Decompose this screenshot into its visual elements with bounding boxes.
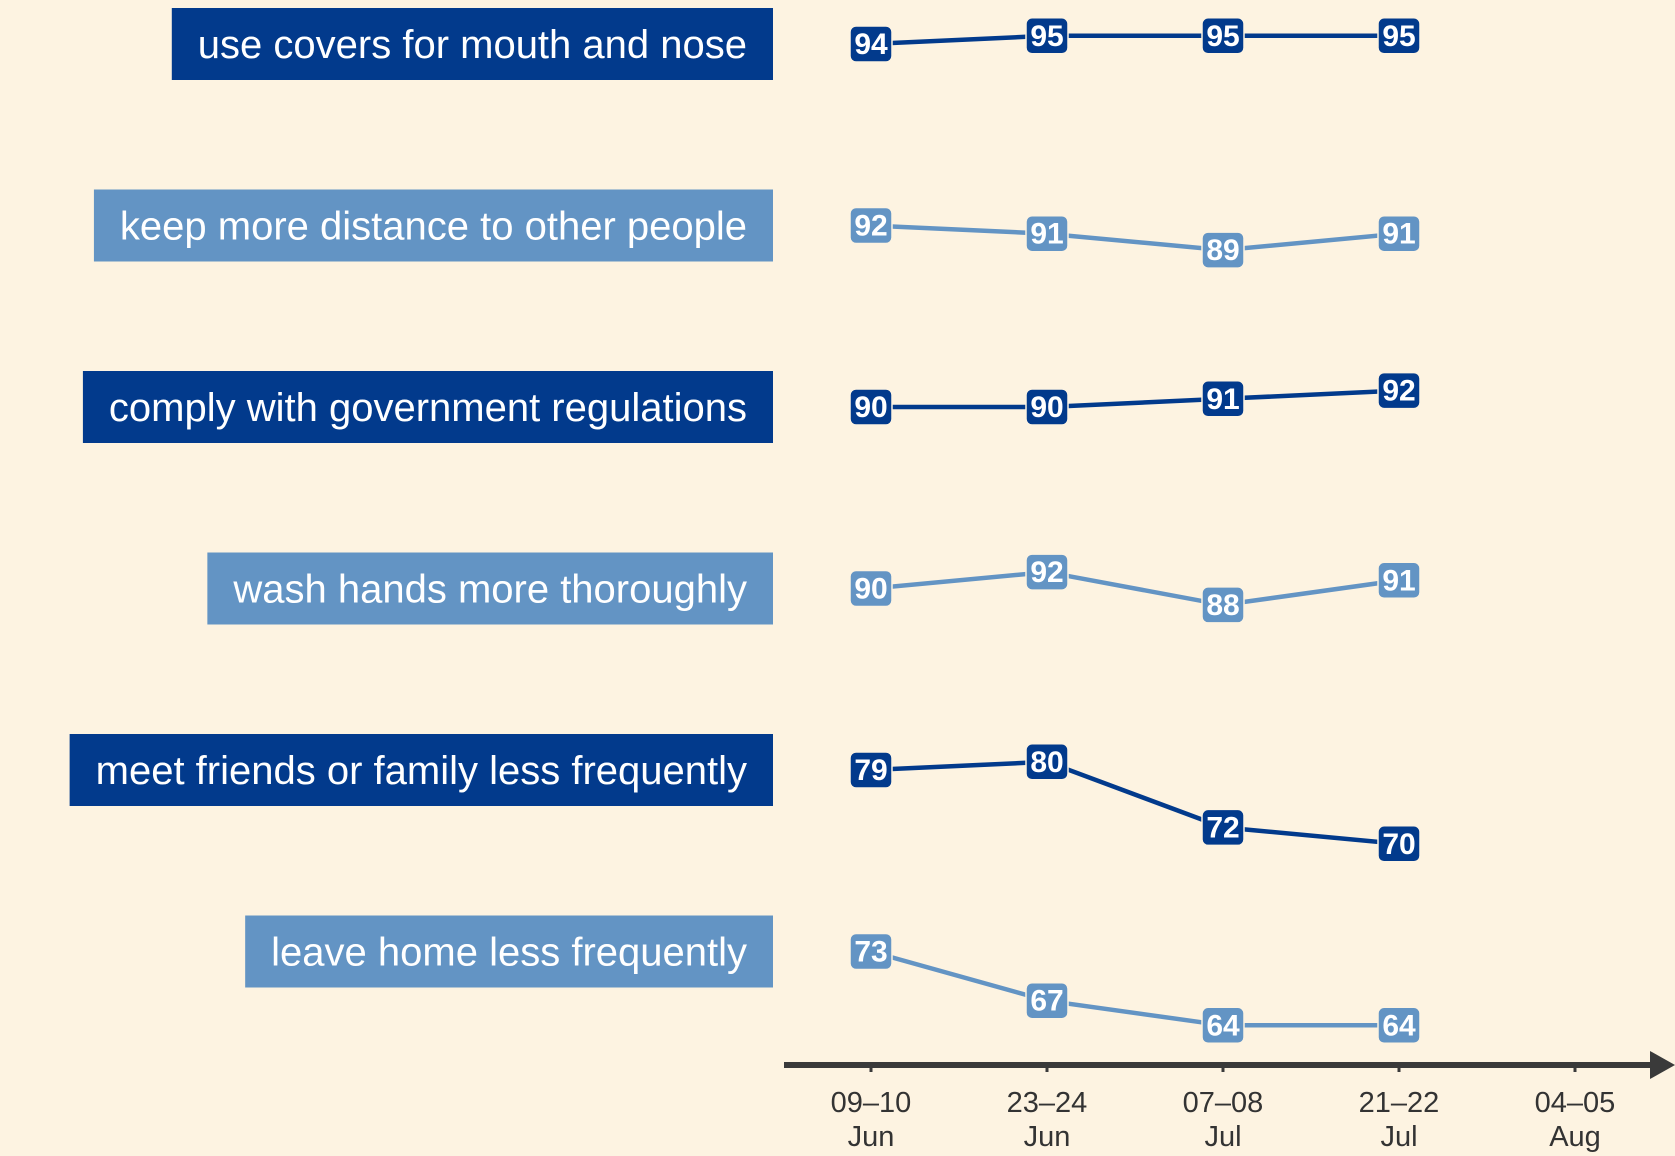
point-box	[849, 388, 893, 426]
data-label: 91	[1206, 383, 1239, 416]
series-label-group: comply with government regulations	[82, 371, 773, 443]
data-label: 70	[1382, 828, 1415, 861]
point-box	[1377, 1006, 1421, 1045]
data-label: 88	[1206, 589, 1239, 622]
data-label: 95	[1030, 20, 1063, 53]
data-label: 73	[854, 936, 887, 969]
point-box	[1377, 371, 1421, 410]
data-label: 94	[854, 28, 888, 61]
point-box	[849, 751, 893, 789]
series-label-box	[93, 189, 773, 262]
data-label: 92	[854, 210, 887, 243]
data-label: 67	[1030, 985, 1063, 1018]
series-label-box	[207, 552, 773, 625]
data-label: 91	[1382, 564, 1415, 597]
legend-label: keep more distance to other people	[120, 205, 747, 249]
point-box	[1377, 561, 1421, 600]
data-label: 64	[1206, 1009, 1240, 1042]
data-label: 92	[1382, 375, 1415, 408]
legend-label: leave home less frequently	[271, 931, 747, 975]
x-tick-label: 09–10 Jun	[830, 1087, 912, 1153]
legend-label: meet friends or family less frequently	[96, 749, 747, 793]
legend-label: use covers for mouth and nose	[198, 23, 747, 67]
point-box	[1201, 1006, 1245, 1045]
series-label-group: use covers for mouth and nose	[171, 8, 773, 80]
data-label: 90	[854, 391, 887, 424]
point-box	[849, 569, 893, 608]
point-box	[1201, 586, 1245, 624]
series-line	[870, 33, 1399, 47]
point-box	[1201, 17, 1245, 55]
x-tick-label: 21–22 Jul	[1358, 1087, 1440, 1153]
series-label-group: meet friends or family less frequently	[69, 734, 773, 806]
point-box	[1377, 17, 1421, 55]
x-tick-label: 07–08 Jul	[1182, 1087, 1264, 1153]
data-label: 80	[1030, 746, 1063, 779]
data-label: 91	[1382, 218, 1415, 251]
series-label-group: wash hands more thoroughly	[207, 552, 773, 625]
data-label: 89	[1206, 234, 1239, 267]
legend-label: wash hands more thoroughly	[232, 568, 747, 612]
point-box	[849, 206, 893, 245]
point-box	[1201, 231, 1245, 269]
series-line	[870, 223, 1400, 253]
point-box	[1201, 808, 1245, 847]
point-box	[1025, 214, 1069, 253]
series-label-group: leave home less frequently	[245, 915, 773, 988]
series-label-group: keep more distance to other people	[93, 189, 773, 262]
data-label: 95	[1382, 20, 1415, 53]
x-tick-label: 04–05 Aug	[1534, 1087, 1616, 1153]
series-line	[870, 949, 1399, 1028]
series-label-box	[171, 8, 773, 80]
x-tick-label: 23–24 Jun	[1006, 1087, 1088, 1153]
series-line	[870, 759, 1400, 847]
point-box	[1201, 380, 1245, 418]
data-label: 90	[1030, 391, 1063, 424]
point-box	[1377, 825, 1421, 863]
point-box	[1377, 214, 1421, 253]
point-box	[1025, 17, 1069, 55]
series-line	[871, 388, 1400, 410]
data-label: 79	[854, 754, 887, 787]
point-box	[1025, 743, 1069, 781]
data-label: 92	[1030, 556, 1063, 589]
point-box	[1025, 388, 1069, 426]
series-label-box	[245, 915, 773, 988]
series-label-box	[69, 734, 773, 806]
data-label: 95	[1206, 20, 1239, 53]
data-label: 72	[1206, 811, 1239, 844]
point-box	[849, 932, 893, 971]
series-label-box	[82, 371, 773, 443]
data-label: 91	[1030, 218, 1063, 251]
point-box	[1025, 981, 1069, 1020]
axis-arrow	[1650, 1051, 1675, 1079]
legend-label: comply with government regulations	[109, 386, 747, 430]
data-label: 64	[1382, 1009, 1416, 1042]
data-label: 90	[854, 573, 887, 606]
point-box	[849, 25, 893, 63]
point-box	[1025, 553, 1069, 591]
series-line	[870, 569, 1400, 608]
